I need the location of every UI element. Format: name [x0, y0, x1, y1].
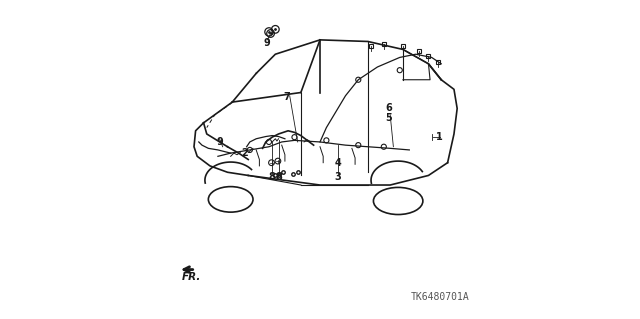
Text: TK6480701A: TK6480701A [411, 292, 470, 302]
Text: 8: 8 [269, 172, 276, 182]
Text: 5: 5 [385, 113, 392, 123]
Text: 4: 4 [334, 158, 341, 168]
Text: FR.: FR. [182, 272, 202, 282]
Text: 3: 3 [334, 172, 341, 182]
Text: 9: 9 [216, 137, 223, 147]
Text: 2: 2 [242, 148, 248, 158]
Text: 6: 6 [385, 103, 392, 114]
Text: 8: 8 [275, 172, 282, 182]
Text: 9: 9 [264, 38, 271, 48]
Text: 1: 1 [436, 132, 443, 142]
Text: 7: 7 [283, 92, 290, 102]
